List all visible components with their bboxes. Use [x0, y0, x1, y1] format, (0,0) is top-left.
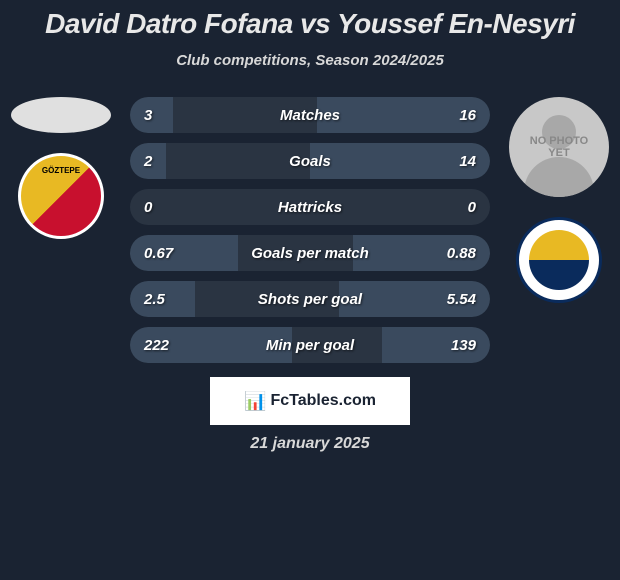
stat-label: Matches	[280, 107, 340, 124]
stat-value-right: 139	[451, 337, 476, 354]
left-column	[6, 97, 116, 239]
page-title: David Datro Fofana vs Youssef En-Nesyri	[0, 8, 620, 40]
stat-value-right: 16	[459, 107, 476, 124]
player2-name: Youssef En-Nesyri	[337, 8, 575, 39]
player1-avatar	[11, 97, 111, 133]
stat-label: Shots per goal	[258, 291, 362, 308]
stat-value-right: 0	[468, 199, 476, 216]
date-label: 21 january 2025	[0, 435, 620, 453]
stat-label: Min per goal	[266, 337, 354, 354]
stat-bar: 3 Matches 16	[130, 97, 490, 133]
subtitle: Club competitions, Season 2024/2025	[0, 52, 620, 69]
stat-value-left: 0.67	[144, 245, 173, 262]
stat-value-left: 222	[144, 337, 169, 354]
stat-bar: 2 Goals 14	[130, 143, 490, 179]
stat-bar: 0.67 Goals per match 0.88	[130, 235, 490, 271]
player2-avatar: NO PHOTO YET	[509, 97, 609, 197]
stats-column: 3 Matches 16 2 Goals 14 0 Hattricks 0 0.67 Goals p…	[130, 97, 490, 363]
no-photo-label: NO PHOTO YET	[519, 135, 599, 159]
branding-badge[interactable]: 📊 FcTables.com	[210, 377, 410, 425]
stat-label: Goals	[289, 153, 331, 170]
stat-value-left: 3	[144, 107, 152, 124]
stat-bar: 222 Min per goal 139	[130, 327, 490, 363]
stat-value-left: 2	[144, 153, 152, 170]
stat-value-left: 2.5	[144, 291, 165, 308]
fenerbahce-inner-icon	[529, 230, 589, 290]
main-row: 3 Matches 16 2 Goals 14 0 Hattricks 0 0.67 Goals p…	[0, 97, 620, 363]
stat-value-right: 0.88	[447, 245, 476, 262]
stat-bar: 2.5 Shots per goal 5.54	[130, 281, 490, 317]
stat-value-right: 14	[459, 153, 476, 170]
comparison-card: David Datro Fofana vs Youssef En-Nesyri …	[0, 0, 620, 453]
stat-value-right: 5.54	[447, 291, 476, 308]
club-badge-goztepe	[18, 153, 104, 239]
stat-label: Hattricks	[278, 199, 342, 216]
club-badge-fenerbahce	[516, 217, 602, 303]
right-column: NO PHOTO YET	[504, 97, 614, 303]
chart-icon: 📊	[244, 391, 266, 412]
stat-value-left: 0	[144, 199, 152, 216]
stat-bar: 0 Hattricks 0	[130, 189, 490, 225]
stat-label: Goals per match	[251, 245, 369, 262]
vs-separator: vs	[300, 8, 330, 39]
player1-name: David Datro Fofana	[45, 8, 293, 39]
branding-text: FcTables.com	[270, 392, 376, 410]
